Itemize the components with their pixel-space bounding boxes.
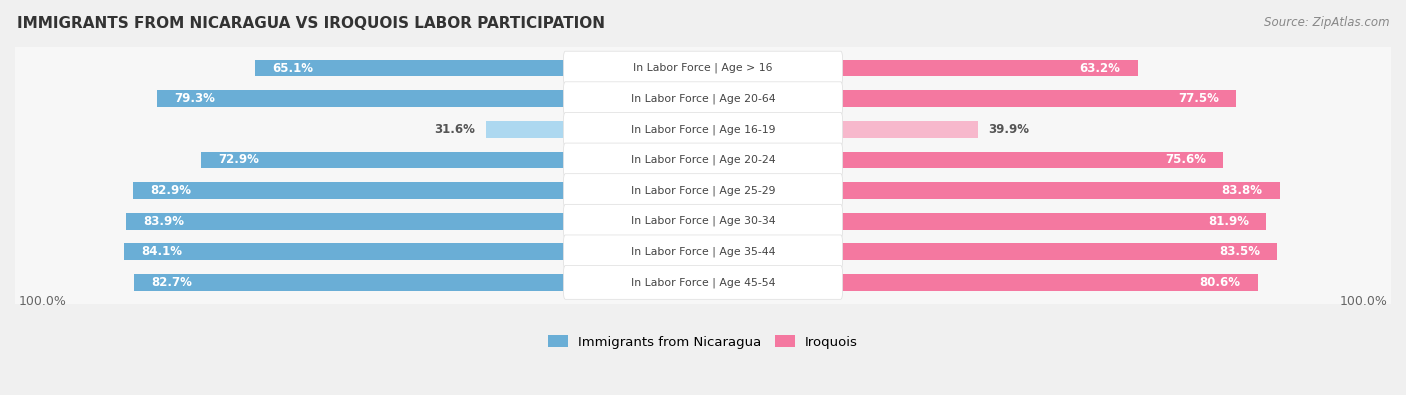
Text: 82.9%: 82.9% [150,184,191,197]
Text: 63.2%: 63.2% [1080,62,1121,75]
FancyBboxPatch shape [564,265,842,299]
Text: 84.1%: 84.1% [142,245,183,258]
Bar [703,121,977,138]
Text: 39.9%: 39.9% [988,123,1029,136]
FancyBboxPatch shape [564,51,842,85]
FancyBboxPatch shape [564,204,842,238]
Bar [124,243,703,260]
Bar [157,90,703,107]
Text: 83.9%: 83.9% [143,215,184,228]
FancyBboxPatch shape [564,235,842,269]
Text: In Labor Force | Age 16-19: In Labor Force | Age 16-19 [631,124,775,135]
Text: In Labor Force | Age 45-54: In Labor Force | Age 45-54 [631,277,775,288]
Text: 82.7%: 82.7% [152,276,193,289]
Text: 75.6%: 75.6% [1166,153,1206,166]
FancyBboxPatch shape [13,63,1393,134]
FancyBboxPatch shape [13,32,1393,104]
FancyBboxPatch shape [13,94,1393,165]
FancyBboxPatch shape [13,247,1393,318]
Text: In Labor Force | Age 30-34: In Labor Force | Age 30-34 [631,216,775,226]
Text: IMMIGRANTS FROM NICARAGUA VS IROQUOIS LABOR PARTICIPATION: IMMIGRANTS FROM NICARAGUA VS IROQUOIS LA… [17,16,605,31]
FancyBboxPatch shape [564,174,842,207]
Text: Source: ZipAtlas.com: Source: ZipAtlas.com [1264,16,1389,29]
Text: 81.9%: 81.9% [1208,215,1250,228]
Text: 77.5%: 77.5% [1178,92,1219,105]
Text: 79.3%: 79.3% [174,92,215,105]
Text: In Labor Force | Age 25-29: In Labor Force | Age 25-29 [631,185,775,196]
Text: In Labor Force | Age 20-64: In Labor Force | Age 20-64 [631,94,775,104]
FancyBboxPatch shape [13,124,1393,196]
Bar [703,243,1278,260]
FancyBboxPatch shape [564,143,842,177]
Bar [703,274,1257,291]
Text: 100.0%: 100.0% [18,295,66,308]
Bar [201,152,703,168]
Bar [134,274,703,291]
Bar [125,213,703,229]
Text: 31.6%: 31.6% [434,123,475,136]
Text: 83.8%: 83.8% [1222,184,1263,197]
Bar [254,60,703,77]
Legend: Immigrants from Nicaragua, Iroquois: Immigrants from Nicaragua, Iroquois [543,330,863,354]
FancyBboxPatch shape [564,82,842,115]
FancyBboxPatch shape [564,113,842,146]
Text: In Labor Force | Age 20-24: In Labor Force | Age 20-24 [631,155,775,165]
Text: 65.1%: 65.1% [273,62,314,75]
Bar [703,182,1279,199]
Bar [703,60,1137,77]
Text: In Labor Force | Age > 16: In Labor Force | Age > 16 [633,63,773,73]
FancyBboxPatch shape [13,155,1393,226]
Text: 80.6%: 80.6% [1199,276,1240,289]
FancyBboxPatch shape [13,216,1393,288]
Text: 72.9%: 72.9% [219,153,260,166]
Text: In Labor Force | Age 35-44: In Labor Force | Age 35-44 [631,246,775,257]
FancyBboxPatch shape [13,186,1393,257]
Text: 83.5%: 83.5% [1219,245,1260,258]
Bar [485,121,703,138]
Bar [703,213,1267,229]
Text: 100.0%: 100.0% [1340,295,1388,308]
Bar [703,90,1236,107]
Bar [132,182,703,199]
Bar [703,152,1223,168]
